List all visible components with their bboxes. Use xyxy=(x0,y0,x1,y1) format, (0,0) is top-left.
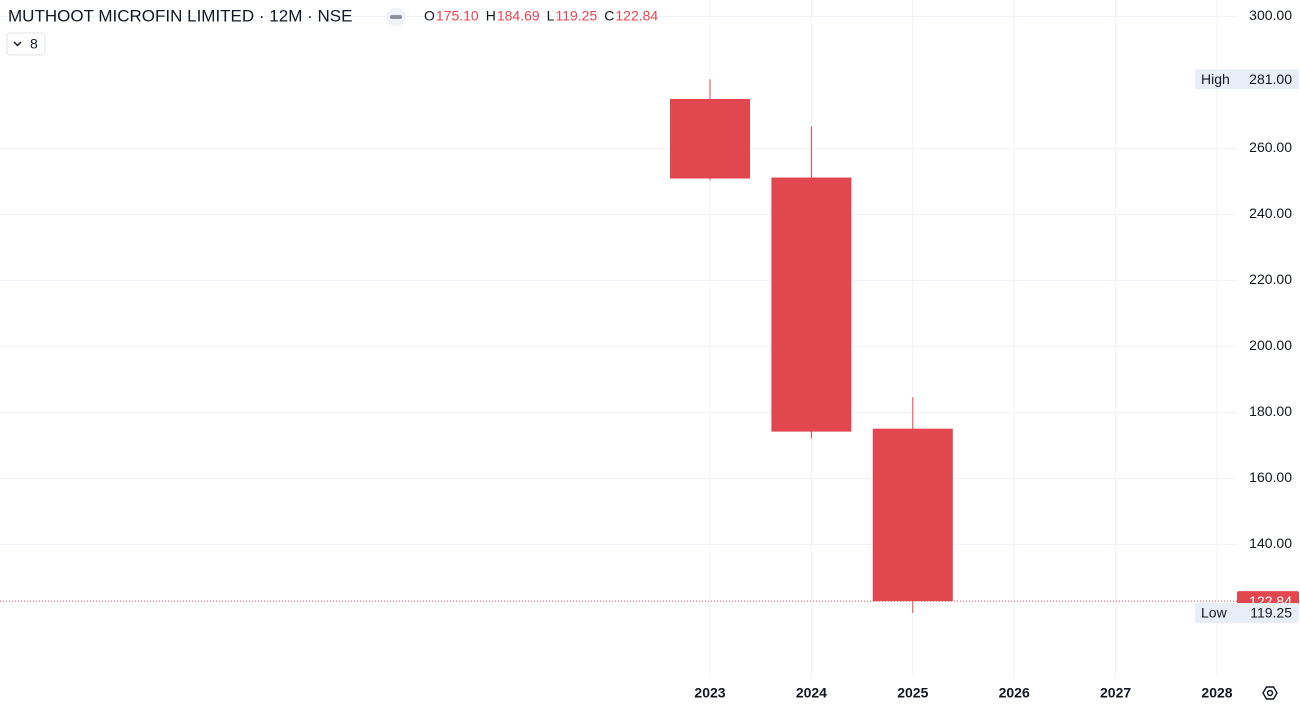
y-tick-label: 300.00 xyxy=(1249,7,1292,23)
settings-icon xyxy=(1262,686,1278,700)
y-tick-label: 200.00 xyxy=(1249,337,1292,353)
candle-body xyxy=(771,177,852,432)
marker-label: 281.00 xyxy=(1249,71,1292,87)
status-icon xyxy=(390,15,402,19)
chart-title: MUTHOOT MICROFIN LIMITED · 12M · NSE xyxy=(8,6,352,25)
marker-name: Low xyxy=(1201,605,1228,621)
legend-value: 184.69 xyxy=(497,8,540,24)
y-tick-label: 180.00 xyxy=(1249,403,1292,419)
legend-key: H xyxy=(486,8,496,24)
x-tick-label: 2028 xyxy=(1201,685,1232,701)
settings-button[interactable] xyxy=(1262,686,1278,700)
x-tick-label: 2024 xyxy=(796,685,827,701)
indicators-toggle[interactable] xyxy=(6,32,46,56)
ohlc-legend: O 175.10 H 184.69 L 119.25 C 122.84 xyxy=(424,8,658,24)
y-tick-label: 260.00 xyxy=(1249,139,1292,155)
plot xyxy=(670,79,953,613)
legend-value: 175.10 xyxy=(436,8,479,24)
grid xyxy=(0,0,1237,678)
marker-name: High xyxy=(1201,71,1230,87)
y-tick-label: 220.00 xyxy=(1249,271,1292,287)
y-tick-label: 240.00 xyxy=(1249,205,1292,221)
y-tick-label: 160.00 xyxy=(1249,469,1292,485)
legend-value: 119.25 xyxy=(555,8,597,24)
x-tick-label: 2026 xyxy=(999,685,1030,701)
x-tick-label: 2023 xyxy=(694,685,725,701)
indicator-count: 8 xyxy=(30,36,38,52)
legend-value: 122.84 xyxy=(615,8,658,24)
candle-body xyxy=(872,428,953,602)
candle-body xyxy=(670,99,750,179)
marker-tag xyxy=(1195,602,1299,623)
x-tick-label: 2027 xyxy=(1100,685,1131,701)
x-tick-label: 2025 xyxy=(897,685,928,701)
marker-tag xyxy=(1195,69,1299,90)
chevron-icon xyxy=(13,41,22,47)
legend-key: L xyxy=(547,8,555,24)
legend-key: C xyxy=(604,8,614,24)
marker-label: 119.25 xyxy=(1250,605,1292,621)
y-tick-label: 140.00 xyxy=(1249,535,1292,551)
settings-icon-center xyxy=(1266,689,1274,697)
legend-key: O xyxy=(424,8,435,24)
